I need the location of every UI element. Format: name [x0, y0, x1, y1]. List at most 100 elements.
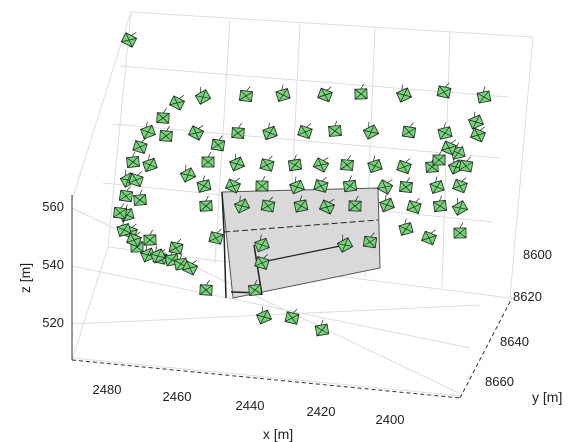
camera-marker	[450, 142, 466, 160]
camera-axis-line	[246, 86, 251, 92]
camera-marker	[112, 203, 128, 220]
camera-frustum-line	[159, 131, 173, 141]
camera-frustum-line	[363, 237, 377, 247]
camera-axis-line	[176, 238, 182, 244]
camera-frustum-line	[440, 126, 450, 140]
camera-axis-line	[292, 308, 298, 314]
camera-marker	[328, 120, 342, 137]
y-tick-labels: 8600 8620 8640 8660	[485, 247, 552, 389]
camera-axis-line	[430, 229, 436, 234]
camera-marker	[436, 82, 452, 99]
camera-axis-line	[267, 155, 273, 161]
camera-frustum-line	[249, 284, 261, 296]
camera-axis-line	[444, 82, 450, 88]
camera-marker	[132, 138, 148, 155]
camera-marker	[159, 126, 173, 142]
camera-axis-line	[401, 84, 403, 91]
camera-frustum-line	[284, 314, 300, 322]
camera-frustum-line	[456, 200, 464, 216]
camera-frustum-line	[200, 200, 212, 212]
camera-axis-line	[293, 154, 297, 161]
camera-axis-line	[384, 194, 387, 201]
camera-axis-line	[179, 253, 183, 260]
camera-frustum-line	[452, 159, 460, 175]
camera-marker	[297, 123, 313, 140]
camera-axis-line	[145, 121, 148, 128]
camera-marker	[312, 157, 330, 173]
camera-frustum-line	[127, 156, 139, 168]
camera-axis-line	[354, 195, 359, 202]
camera-marker	[398, 218, 414, 236]
camera-axis-line	[200, 86, 201, 93]
camera-axis-line	[202, 175, 206, 182]
camera-frustum-line	[255, 180, 269, 192]
camera-frustum-line	[406, 203, 422, 211]
camera-marker	[284, 308, 300, 325]
z-tick-label: 540	[42, 257, 64, 272]
camera-marker	[208, 228, 224, 245]
camera-marker	[228, 153, 246, 172]
camera-axis-line	[125, 169, 127, 176]
camera-axis-line	[141, 138, 147, 143]
camera-frustum-line	[313, 182, 329, 190]
camera-marker	[181, 260, 199, 276]
y-axis-label: y [m]	[532, 389, 562, 405]
camera-axis-line	[406, 177, 411, 183]
camera-marker	[255, 306, 273, 325]
camera-frustum-line	[143, 125, 153, 139]
camera-axis-line	[294, 176, 297, 183]
camera-frustum-line	[441, 145, 457, 151]
camera-axis-line	[185, 164, 187, 171]
camera-frustum-line	[199, 89, 207, 105]
camera-frustum-line	[329, 125, 341, 137]
camera-axis-line	[261, 306, 264, 313]
camera-frustum-line	[260, 309, 268, 325]
camera-frustum-line	[257, 238, 267, 252]
camera-frustum-line	[313, 163, 329, 167]
camera-axis-line	[334, 120, 338, 127]
camera-frustum-line	[316, 323, 328, 337]
camera-axis-line	[149, 229, 153, 236]
camera-marker	[126, 151, 140, 169]
camera-marker	[238, 86, 254, 103]
camera-marker	[399, 177, 413, 194]
camera-frustum-line	[399, 182, 413, 192]
camera-frustum-line	[166, 253, 178, 267]
camera-marker	[379, 194, 395, 213]
camera-marker	[224, 177, 242, 194]
camera-axis-line	[131, 223, 137, 228]
camera-marker	[156, 107, 170, 124]
camera-axis-line	[198, 125, 204, 129]
y-tick-label: 8620	[513, 289, 542, 304]
camera-marker	[149, 245, 167, 264]
camera-marker	[476, 86, 492, 104]
camera-marker	[289, 176, 305, 195]
camera-frustum-line	[113, 208, 127, 218]
camera-axis-line	[461, 177, 467, 182]
camera-marker	[452, 177, 468, 194]
camera-axis-line	[415, 197, 420, 203]
camera-frustum-line	[367, 124, 375, 140]
camera-frustum-line	[348, 200, 362, 212]
camera-axis-line	[263, 254, 269, 259]
camera-axis-line	[479, 126, 485, 131]
x-tick-label: 2400	[376, 412, 405, 427]
z-tick-label: 560	[42, 199, 64, 214]
camera-axis-line	[166, 126, 170, 132]
camera-axis-line	[135, 231, 141, 236]
camera-frustum-line	[278, 88, 288, 102]
camera-axis-line	[234, 177, 241, 182]
camera-frustum-line	[354, 88, 368, 100]
camera-marker	[120, 32, 138, 48]
camera-marker	[140, 121, 156, 140]
camera-axis-line	[299, 195, 303, 202]
camera-frustum-line	[175, 257, 187, 271]
camera-marker	[199, 195, 213, 212]
camera-frustum-line	[184, 167, 192, 183]
camera-axis-line	[207, 151, 212, 158]
camera-marker	[469, 126, 487, 143]
camera-marker	[432, 149, 446, 166]
camera-frustum-line	[128, 176, 144, 184]
camera-frustum-line	[297, 128, 313, 136]
